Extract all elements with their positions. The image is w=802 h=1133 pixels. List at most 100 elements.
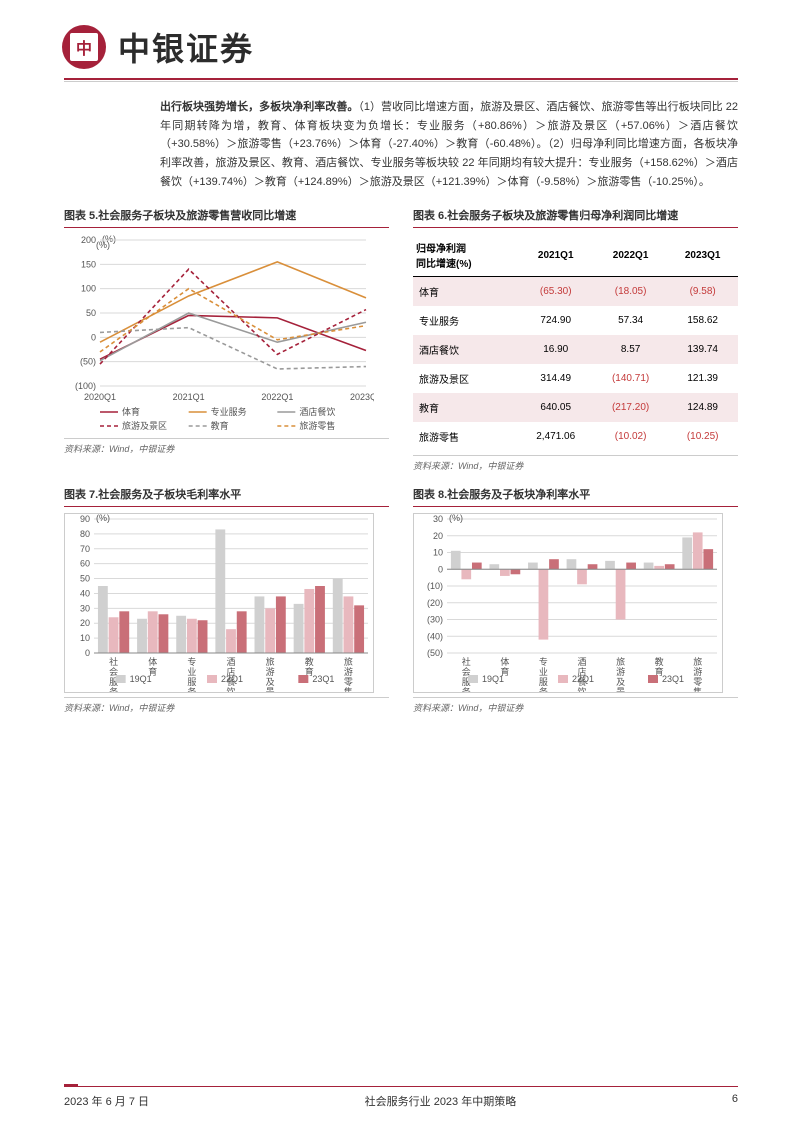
svg-text:旅: 旅 <box>616 656 625 667</box>
fig6-title: 图表 6.社会服务子板块及旅游零售归母净利润同比增速 <box>413 207 738 228</box>
svg-text:(10): (10) <box>427 581 443 591</box>
table-row: 酒店餐饮16.908.57139.74 <box>413 335 738 364</box>
fig7-title: 图表 7.社会服务及子板块毛利率水平 <box>64 486 389 507</box>
svg-text:(20): (20) <box>427 598 443 608</box>
svg-text:2021Q1: 2021Q1 <box>173 392 205 402</box>
lead-rest: （1）营收同比增速方面，旅游及景区、酒店餐饮、旅游零售等出行板块同比 22 年同… <box>160 101 738 188</box>
svg-text:20: 20 <box>80 619 90 629</box>
svg-text:务: 务 <box>187 686 196 693</box>
svg-text:2023Q1: 2023Q1 <box>350 392 374 402</box>
svg-text:游: 游 <box>693 666 702 677</box>
svg-text:19Q1: 19Q1 <box>482 674 504 684</box>
svg-text:零: 零 <box>344 677 353 687</box>
svg-text:务: 务 <box>109 686 118 693</box>
footer-title: 社会服务行业 2023 年中期策略 <box>365 1093 517 1109</box>
fig6-source: 资料来源：Wind，中银证券 <box>413 455 738 472</box>
svg-text:(50): (50) <box>80 357 96 367</box>
svg-text:150: 150 <box>81 260 96 270</box>
logo-icon: 中 <box>62 25 106 69</box>
footer-date: 2023 年 6 月 7 日 <box>64 1093 149 1109</box>
svg-text:19Q1: 19Q1 <box>130 674 152 684</box>
svg-text:2022Q1: 2022Q1 <box>261 392 293 402</box>
table-row: 旅游零售2,471.06(10.02)(10.25) <box>413 422 738 451</box>
svg-text:教育: 教育 <box>211 420 229 431</box>
svg-text:体: 体 <box>148 656 157 667</box>
svg-text:0: 0 <box>91 333 96 343</box>
svg-text:教: 教 <box>655 656 664 667</box>
table-row: 体育(65.30)(18.05)(9.58) <box>413 277 738 307</box>
panel-fig5: 图表 5.社会服务子板块及旅游零售营收同比增速 (%)(100)(50)0501… <box>64 207 389 472</box>
panel-fig8: 图表 8.社会服务及子板块净利率水平 (50)(40)(30)(20)(10)0… <box>413 486 738 714</box>
svg-text:专: 专 <box>539 656 548 667</box>
svg-text:(30): (30) <box>427 615 443 625</box>
svg-text:22Q1: 22Q1 <box>572 674 594 684</box>
svg-text:酒: 酒 <box>226 657 235 667</box>
svg-text:60: 60 <box>80 559 90 569</box>
svg-text:服: 服 <box>187 677 196 687</box>
svg-text:30: 30 <box>80 604 90 614</box>
table-row: 教育640.05(217.20)124.89 <box>413 393 738 422</box>
svg-text:业: 业 <box>187 667 196 677</box>
svg-text:(%): (%) <box>96 240 110 250</box>
svg-text:(%): (%) <box>96 513 110 523</box>
svg-text:10: 10 <box>80 634 90 644</box>
svg-text:饮: 饮 <box>226 686 235 693</box>
fig5-chart: (%)(100)(50)050100150200(%)2020Q12021Q12… <box>64 234 389 434</box>
svg-text:业: 业 <box>539 667 548 677</box>
page-footer: 2023 年 6 月 7 日 社会服务行业 2023 年中期策略 6 <box>64 1086 738 1109</box>
fig7-source: 资料来源：Wind，中银证券 <box>64 697 389 714</box>
lead-paragraph: 出行板块强势增长，多板块净利率改善。（1）营收同比增速方面，旅游及景区、酒店餐饮… <box>160 98 738 191</box>
svg-text:及: 及 <box>266 677 275 687</box>
table-row: 旅游及景区314.49(140.71)121.39 <box>413 364 738 393</box>
svg-text:23Q1: 23Q1 <box>312 674 334 684</box>
svg-text:务: 务 <box>539 686 548 693</box>
svg-text:0: 0 <box>85 648 90 658</box>
svg-text:专业服务: 专业服务 <box>211 406 247 417</box>
svg-text:80: 80 <box>80 529 90 539</box>
panel-fig7: 图表 7.社会服务及子板块毛利率水平 0102030405060708090(%… <box>64 486 389 714</box>
svg-text:100: 100 <box>81 284 96 294</box>
svg-text:23Q1: 23Q1 <box>662 674 684 684</box>
svg-text:200: 200 <box>81 235 96 245</box>
svg-text:游: 游 <box>616 666 625 677</box>
svg-text:30: 30 <box>433 514 443 524</box>
fig7-chart: 0102030405060708090(%)社会服务体育专业服务酒店餐饮旅游及景… <box>64 513 389 693</box>
fig5-source: 资料来源：Wind，中银证券 <box>64 438 389 455</box>
svg-text:22Q1: 22Q1 <box>221 674 243 684</box>
svg-text:2020Q1: 2020Q1 <box>84 392 116 402</box>
svg-text:旅: 旅 <box>693 656 702 667</box>
svg-text:(100): (100) <box>75 381 96 391</box>
svg-text:社: 社 <box>462 656 471 667</box>
svg-text:(%): (%) <box>449 513 463 523</box>
svg-text:零: 零 <box>693 677 702 687</box>
svg-text:旅游零售: 旅游零售 <box>299 420 335 431</box>
svg-text:旅: 旅 <box>266 656 275 667</box>
lead-bold: 出行板块强势增长，多板块净利率改善。 <box>160 101 358 113</box>
svg-text:酒: 酒 <box>577 657 586 667</box>
svg-text:旅游及景区: 旅游及景区 <box>122 420 167 431</box>
brand-name: 中银证券 <box>118 24 254 70</box>
svg-text:(40): (40) <box>427 632 443 642</box>
fig6-table: 归母净利润同比增速(%)2021Q12022Q12023Q1体育(65.30)(… <box>413 234 738 451</box>
svg-text:50: 50 <box>86 308 96 318</box>
page-header: 中 中银证券 <box>0 0 802 70</box>
fig8-source: 资料来源：Wind，中银证券 <box>413 697 738 714</box>
svg-text:教: 教 <box>305 656 314 667</box>
header-rule <box>64 78 738 80</box>
svg-text:专: 专 <box>187 656 196 667</box>
svg-text:70: 70 <box>80 544 90 554</box>
svg-text:游: 游 <box>344 666 353 677</box>
footer-page: 6 <box>732 1093 738 1109</box>
svg-text:务: 务 <box>462 686 471 693</box>
svg-text:20: 20 <box>433 531 443 541</box>
svg-text:饮: 饮 <box>577 686 586 693</box>
logo-inner-icon: 中 <box>70 33 98 61</box>
panel-fig6: 图表 6.社会服务子板块及旅游零售归母净利润同比增速 归母净利润同比增速(%)2… <box>413 207 738 472</box>
svg-text:体: 体 <box>500 656 509 667</box>
svg-text:及: 及 <box>616 677 625 687</box>
svg-text:(50): (50) <box>427 648 443 658</box>
fig8-chart: (50)(40)(30)(20)(10)0102030(%)社会服务体育专业服务… <box>413 513 738 693</box>
svg-text:酒店餐饮: 酒店餐饮 <box>299 406 335 417</box>
report-page: 中 中银证券 出行板块强势增长，多板块净利率改善。（1）营收同比增速方面，旅游及… <box>0 0 802 1133</box>
svg-text:40: 40 <box>80 589 90 599</box>
